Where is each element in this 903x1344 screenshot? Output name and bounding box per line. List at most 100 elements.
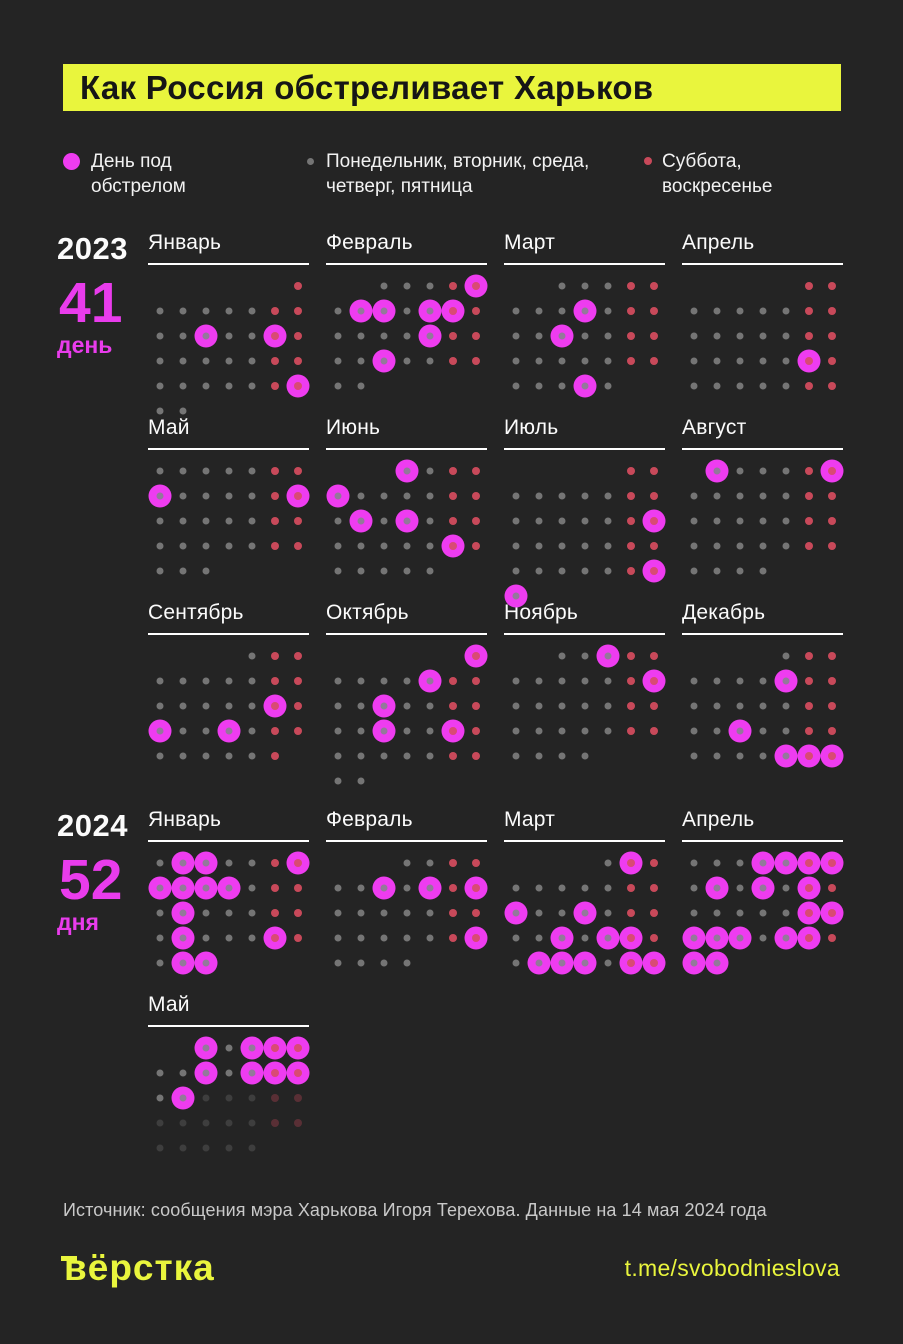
weekend-dot (270, 908, 279, 917)
weekend-dot (649, 676, 658, 685)
weekday-dot (426, 307, 433, 315)
weekend-dot-icon (644, 157, 652, 165)
day-dot (326, 743, 349, 768)
day-dot (441, 483, 464, 508)
weekday-dot (558, 934, 565, 942)
weekday-dot (713, 934, 720, 942)
empty-cell (596, 458, 619, 483)
day-dot (682, 850, 705, 875)
weekend-dot (626, 331, 635, 340)
shelled-days-count: 41 (59, 271, 123, 336)
shelled-day-dot (171, 925, 194, 950)
shelled-day-dot (642, 950, 665, 975)
day-dot (527, 483, 550, 508)
weekday-dot (736, 542, 743, 550)
day-dot (797, 458, 820, 483)
weekend-dot (804, 883, 813, 892)
weekend-dot (293, 331, 302, 340)
day-dot (550, 668, 573, 693)
weekday-dot (179, 1069, 186, 1077)
weekday-dot (426, 517, 433, 525)
telegram-link[interactable]: t.me/svobodnieslova (624, 1254, 840, 1281)
month-dot-grid (148, 458, 309, 583)
weekday-dot (334, 492, 341, 500)
weekday-dot (736, 492, 743, 500)
weekend-dot (649, 306, 658, 315)
weekend-dot (448, 726, 457, 735)
shelled-day-dot (820, 850, 843, 875)
footer: Источник: сообщения мэра Харькова Игоря … (61, 1200, 840, 1289)
month-dot-grid (682, 458, 843, 583)
day-dot (728, 373, 751, 398)
day-dot (820, 348, 843, 373)
weekday-dot (380, 332, 387, 340)
weekday-dot (403, 517, 410, 525)
weekday-dot (380, 959, 387, 967)
weekday-dot (558, 382, 565, 390)
day-dot (217, 483, 240, 508)
calendar-years: 2023 41 день Январь Февраль Март Апрель Май Июнь… (0, 231, 903, 1178)
day-dot (682, 693, 705, 718)
day-dot (418, 558, 441, 583)
weekday-dot (248, 357, 255, 365)
day-dot (527, 693, 550, 718)
day-dot (682, 533, 705, 558)
year-section-2024: 2024 52 дня Январь Февраль Март Апрель Май (57, 808, 903, 1178)
day-dot (504, 875, 527, 900)
weekend-dot (827, 933, 836, 942)
weekend-dot (649, 541, 658, 550)
day-dot (550, 558, 573, 583)
weekend-dot (293, 1118, 302, 1127)
weekday-dot (782, 677, 789, 685)
weekday-dot (512, 934, 519, 942)
month-dot-grid (682, 643, 843, 768)
empty-cell (504, 458, 527, 483)
day-dot (573, 508, 596, 533)
empty-cell (217, 273, 240, 298)
day-dot (418, 348, 441, 373)
day-dot (171, 743, 194, 768)
weekend-dot (471, 858, 480, 867)
day-dot (441, 348, 464, 373)
weekday-dot (782, 909, 789, 917)
weekend-dot (293, 676, 302, 685)
day-dot (395, 950, 418, 975)
weekday-dot (248, 1144, 255, 1152)
day-dot (464, 298, 487, 323)
weekday-dot (581, 909, 588, 917)
day-dot (527, 558, 550, 583)
day-dot (820, 273, 843, 298)
weekday-dot (334, 567, 341, 575)
day-dot (464, 458, 487, 483)
day-dot (194, 458, 217, 483)
day-dot (504, 950, 527, 975)
day-dot (596, 718, 619, 743)
shelled-day-dot (464, 273, 487, 298)
shelled-day-dot (573, 373, 596, 398)
day-dot (820, 508, 843, 533)
day-dot (751, 508, 774, 533)
day-dot (682, 900, 705, 925)
day-dot (751, 458, 774, 483)
month-title: Декабрь (682, 601, 843, 636)
day-dot (464, 323, 487, 348)
weekday-dot (512, 727, 519, 735)
weekday-dot (179, 332, 186, 340)
weekday-dot (156, 677, 163, 685)
day-dot (751, 925, 774, 950)
shelled-day-dot (797, 900, 820, 925)
weekend-dot (270, 1068, 279, 1077)
day-dot (286, 900, 309, 925)
shelled-day-dot (372, 693, 395, 718)
weekday-dot (690, 909, 697, 917)
day-dot (774, 718, 797, 743)
day-dot (441, 925, 464, 950)
weekday-dot (426, 909, 433, 917)
empty-cell (682, 643, 705, 668)
weekday-dot (535, 357, 542, 365)
empty-cell (573, 458, 596, 483)
weekday-dot (225, 934, 232, 942)
month-dot-grid (148, 643, 309, 768)
day-dot (550, 298, 573, 323)
weekend-dot (270, 676, 279, 685)
